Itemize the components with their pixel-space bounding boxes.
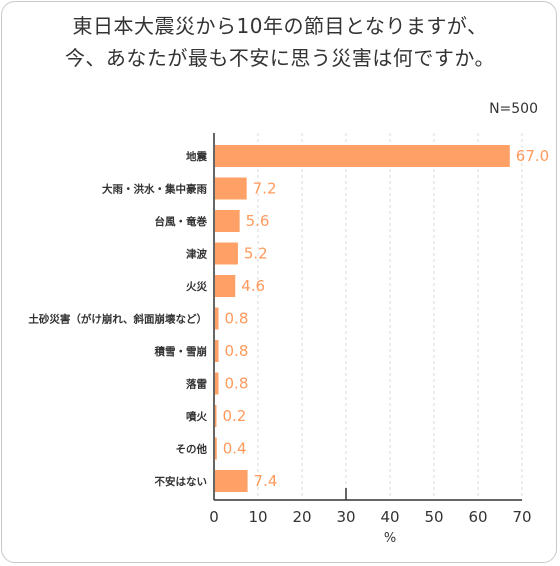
data-label: 0.8	[225, 375, 249, 393]
bar	[215, 340, 219, 362]
x-tick-label: 20	[292, 508, 311, 526]
data-label: 0.2	[223, 407, 247, 425]
category-label: 津波	[186, 248, 207, 261]
sample-size: N=500	[489, 101, 538, 117]
category-label: その他	[176, 443, 208, 456]
x-tick-label: 30	[336, 508, 355, 526]
category-label: 不安はない	[155, 475, 208, 488]
bar	[215, 372, 219, 395]
x-tick-label: 50	[424, 508, 443, 526]
category-label: 土砂災害（がけ崩れ、斜面崩壊など）	[28, 313, 207, 326]
category-label: 台風・竜巻	[155, 215, 208, 228]
x-tick-label: 10	[248, 508, 267, 526]
data-label: 0.8	[225, 342, 249, 360]
x-tick-label: 60	[468, 508, 487, 526]
x-tick-label: 40	[380, 508, 399, 526]
category-label: 積雪・雪崩	[154, 345, 208, 358]
data-label: 5.2	[244, 245, 268, 263]
data-label: 0.4	[223, 440, 247, 458]
category-label: 火災	[186, 281, 207, 293]
bar	[215, 242, 238, 265]
category-label: 大雨・洪水・集中豪雨	[102, 183, 207, 196]
category-label: 地震	[186, 150, 207, 163]
bar	[215, 177, 247, 200]
data-label: 7.4	[254, 472, 278, 490]
category-label: 落雷	[186, 378, 207, 391]
bar	[215, 470, 248, 492]
title-line-1: 東日本大震災から10年の節目となりますが、	[72, 14, 488, 38]
bar	[215, 405, 217, 427]
x-tick-label: 0	[209, 508, 219, 526]
chart-title: 東日本大震災から10年の節目となりますが、 今、あなたが最も不安に思う災害は何で…	[0, 10, 560, 74]
x-axis-label: %	[384, 531, 396, 546]
data-label: 5.6	[246, 212, 270, 230]
bar	[215, 437, 217, 460]
bar	[215, 307, 219, 330]
data-label: 7.2	[253, 180, 277, 198]
data-label: 67.0	[516, 147, 549, 165]
bar	[215, 275, 236, 297]
title-line-2: 今、あなたが最も不安に思う災害は何ですか。	[64, 46, 496, 70]
bar	[215, 145, 510, 167]
bar	[215, 210, 240, 232]
data-label: 0.8	[225, 310, 249, 328]
x-tick-label: 70	[512, 508, 531, 526]
category-label: 噴火	[186, 410, 207, 423]
data-label: 4.6	[241, 277, 265, 295]
